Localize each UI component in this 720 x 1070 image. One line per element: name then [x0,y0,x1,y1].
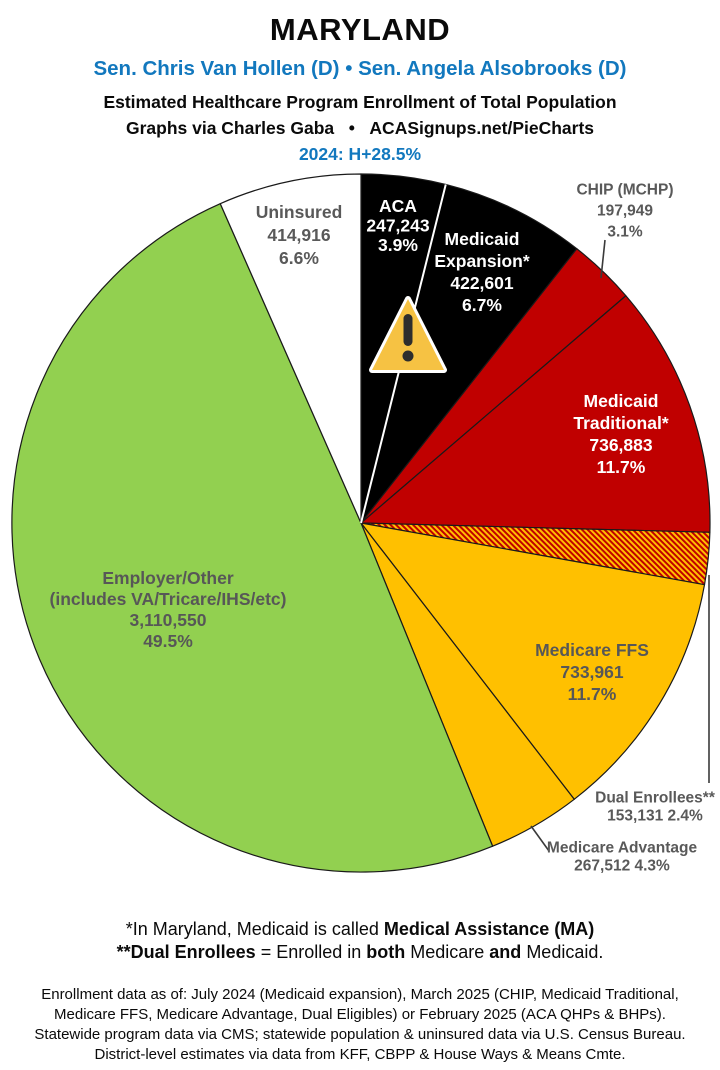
leader-medicare-advantage [530,825,550,852]
footnote-dual: **Dual Enrollees = Enrolled in both Medi… [116,942,604,962]
label-chip: 197,949 [597,203,653,220]
pie-slice-medicaid-traditional [360,295,711,533]
label-uninsured: 6.6% [279,248,319,268]
label-aca: 247,243 [366,216,430,236]
page-title: MARYLAND [269,12,451,47]
chart-subtitle: Estimated Healthcare Program Enrollment … [103,92,617,112]
label-aca: ACA [379,196,417,216]
footnotes: *In Maryland, Medicaid is called Medical… [0,918,720,964]
source-line: Statewide program data via CMS; statewid… [34,1026,686,1043]
leader-lines [530,239,710,852]
label-chip: 3.1% [607,224,643,241]
label-employer-other: Employer/Other [102,568,233,588]
label-dual-enrollees: 153,131 2.4% [607,808,703,825]
source-line: Enrollment data as of: July 2024 (Medica… [41,986,679,1003]
label-medicare-advantage: 267,512 4.3% [574,858,670,875]
leader-chip [600,239,606,279]
source-line: Medicare FFS, Medicare Advantage, Dual E… [54,1006,666,1023]
header: MARYLAND Sen. Chris Van Hollen (D) • Sen… [0,0,720,165]
label-employer-other: 49.5% [143,631,193,651]
warning-icon [369,296,447,373]
label-aca: 3.9% [378,235,418,255]
label-medicare-ffs: 11.7% [568,684,617,704]
label-medicaid-expansion: 422,601 [450,273,514,293]
label-employer-other: 3,110,550 [130,610,207,630]
label-medicare-ffs: Medicare FFS [535,640,649,660]
label-medicaid-expansion: Medicaid [445,229,520,249]
pie-slice-medicare-ffs [360,522,706,800]
label-medicaid-traditional: 736,883 [589,435,653,455]
pie-slices [11,173,711,873]
source-note: Enrollment data as of: July 2024 (Medica… [0,985,720,1065]
warning-exclamation-dot [402,350,414,362]
label-chip: CHIP (MCHP) [576,182,673,199]
warning-exclamation-bar [403,314,413,346]
pie-slice-uninsured [219,173,362,524]
label-medicaid-traditional: Medicaid [584,391,659,411]
pie-slice-medicaid-expansion [360,183,578,524]
credit-line: Graphs via Charles Gaba • ACASignups.net… [125,118,595,138]
label-dual-enrollees: Dual Enrollees** [595,790,716,807]
partisan-lean: 2024: H+28.5% [298,144,422,164]
source-line: District-level estimates via data from K… [94,1046,626,1063]
senators-line: Sen. Chris Van Hollen (D) • Sen. Angela … [93,57,627,80]
label-uninsured: Uninsured [256,202,343,222]
footnote-medicaid: *In Maryland, Medicaid is called Medical… [125,919,595,939]
label-employer-other: (includes VA/Tricare/IHS/etc) [50,589,287,609]
label-medicaid-expansion: Expansion* [434,251,529,271]
label-medicaid-traditional: Traditional* [573,413,668,433]
label-medicaid-expansion: 6.7% [462,295,502,315]
label-medicare-ffs: 733,961 [560,662,624,682]
pie-slice-employer-other [11,203,494,873]
label-medicaid-traditional: 11.7% [597,457,646,477]
label-uninsured: 414,916 [267,225,331,245]
label-medicare-advantage: Medicare Advantage [547,840,698,857]
